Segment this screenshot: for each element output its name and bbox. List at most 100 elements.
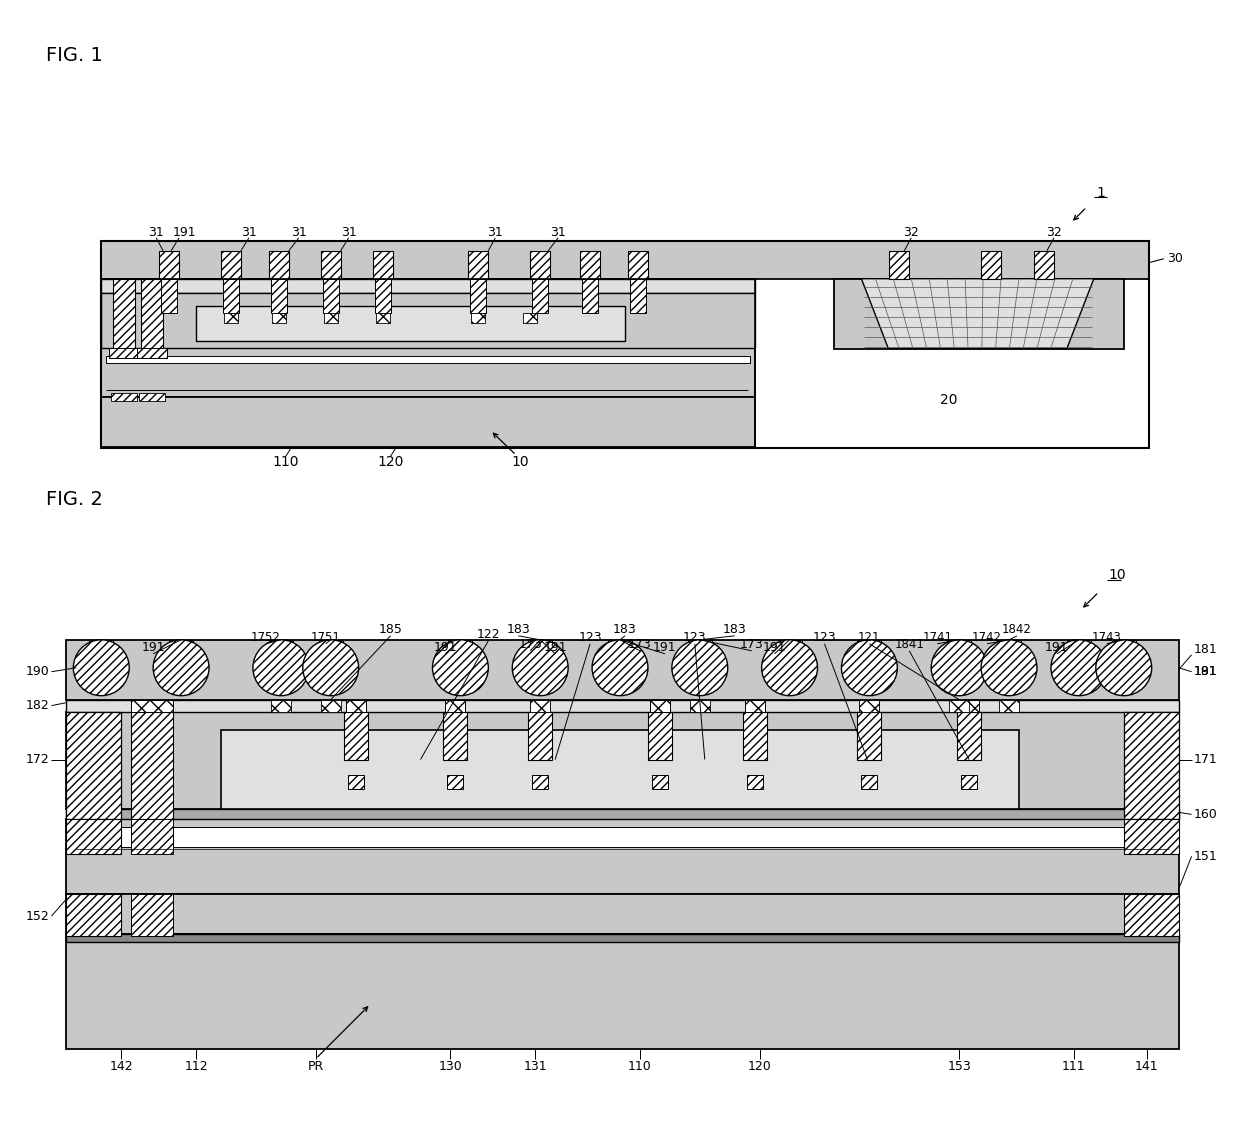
Bar	[270, 699, 291, 712]
Text: 1742: 1742	[972, 632, 1002, 644]
Bar	[448, 776, 464, 789]
Text: 31: 31	[291, 226, 306, 240]
Bar	[159, 251, 179, 279]
Text: 181: 181	[1194, 643, 1218, 656]
Bar	[221, 251, 241, 279]
Bar	[321, 251, 341, 279]
Text: 1841: 1841	[894, 638, 924, 651]
Text: 10: 10	[511, 455, 529, 470]
Bar	[196, 305, 625, 340]
Text: 112: 112	[185, 1061, 208, 1073]
Bar	[112, 393, 138, 401]
Bar	[957, 712, 981, 760]
Bar	[528, 640, 552, 654]
Bar	[1123, 894, 1178, 936]
Bar	[960, 699, 980, 712]
Text: 1: 1	[1097, 186, 1106, 200]
Circle shape	[591, 640, 649, 696]
Bar	[221, 730, 1019, 810]
Bar	[89, 640, 113, 654]
Bar	[67, 712, 1178, 810]
Text: 183: 183	[723, 624, 746, 636]
Bar	[102, 279, 755, 448]
Circle shape	[512, 640, 568, 696]
Bar	[862, 776, 878, 789]
Bar	[321, 699, 341, 712]
Circle shape	[761, 640, 817, 696]
Text: 142: 142	[109, 1061, 133, 1073]
Circle shape	[981, 640, 1037, 696]
Text: 130: 130	[439, 1061, 463, 1073]
Bar	[981, 251, 1001, 279]
Bar	[652, 776, 668, 789]
Circle shape	[1096, 640, 1152, 696]
Circle shape	[303, 640, 358, 696]
Bar	[650, 699, 670, 712]
Bar	[131, 894, 174, 936]
Bar	[532, 279, 548, 313]
Bar	[859, 699, 879, 712]
Text: 191: 191	[763, 642, 786, 654]
Bar	[997, 640, 1021, 654]
Bar	[67, 820, 1178, 894]
Text: 190: 190	[26, 665, 50, 678]
Bar	[608, 640, 632, 654]
Bar	[102, 279, 755, 293]
Circle shape	[73, 640, 129, 696]
Text: 172: 172	[26, 753, 50, 766]
Bar	[67, 712, 122, 820]
Circle shape	[1052, 640, 1107, 696]
Bar	[582, 279, 598, 313]
Text: 191: 191	[141, 642, 165, 654]
Bar	[1034, 251, 1054, 279]
Text: 191: 191	[1194, 665, 1218, 678]
Circle shape	[842, 640, 898, 696]
Text: 173: 173	[629, 638, 652, 651]
Bar	[745, 699, 765, 712]
Bar	[169, 640, 193, 654]
Bar	[689, 699, 709, 712]
Bar	[523, 313, 537, 322]
Bar	[161, 279, 177, 313]
Bar	[102, 241, 1148, 279]
Text: 122: 122	[476, 628, 500, 642]
Text: 123: 123	[578, 632, 601, 644]
Bar	[343, 712, 367, 760]
Bar	[67, 894, 1178, 935]
Bar	[77, 828, 1168, 847]
Bar	[224, 313, 238, 322]
Bar	[67, 820, 122, 855]
Bar	[67, 935, 1178, 942]
Text: 151: 151	[1194, 850, 1218, 863]
Text: FIG. 2: FIG. 2	[46, 490, 103, 509]
Bar	[131, 820, 174, 855]
Bar	[102, 397, 755, 447]
Bar	[109, 348, 139, 358]
Bar	[449, 640, 472, 654]
Bar	[445, 699, 465, 712]
Bar	[949, 699, 970, 712]
Text: 30: 30	[1167, 252, 1183, 266]
Text: 153: 153	[947, 1061, 971, 1073]
Text: 1751: 1751	[311, 632, 341, 644]
Bar	[531, 251, 551, 279]
Text: FIG. 1: FIG. 1	[46, 46, 103, 65]
Text: 173: 173	[518, 638, 542, 651]
Bar	[889, 251, 909, 279]
Text: 1752: 1752	[250, 632, 280, 644]
Bar	[347, 776, 363, 789]
Text: 171: 171	[1194, 753, 1218, 766]
Bar	[1123, 820, 1178, 855]
Text: 31: 31	[241, 226, 257, 240]
Bar	[102, 241, 1148, 448]
Bar	[131, 699, 174, 712]
Bar	[223, 279, 239, 313]
Bar	[746, 776, 763, 789]
Text: 1741: 1741	[923, 632, 952, 644]
Text: 32: 32	[1047, 226, 1061, 240]
Bar	[67, 935, 1178, 1048]
Text: 152: 152	[26, 910, 50, 922]
Bar	[859, 699, 879, 712]
Text: 191: 191	[434, 642, 458, 654]
Bar	[67, 699, 1178, 712]
